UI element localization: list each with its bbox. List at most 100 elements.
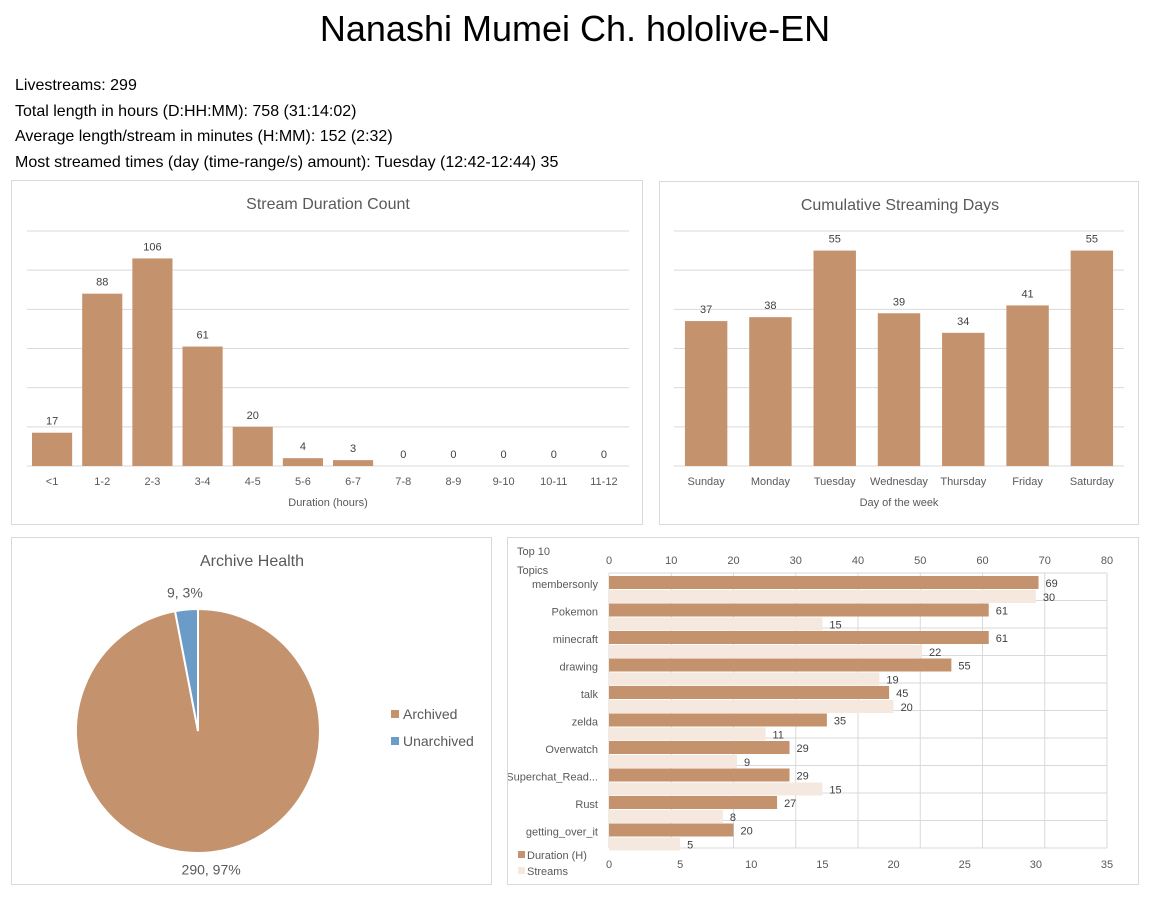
category-label: 4-5 xyxy=(245,476,261,488)
bar xyxy=(942,332,985,466)
bottom-axis-tick: 30 xyxy=(1030,859,1042,871)
top-axis-tick: 80 xyxy=(1101,555,1113,567)
data-label: 61 xyxy=(996,633,1008,645)
data-label: 29 xyxy=(797,743,809,755)
x-axis-title: Day of the week xyxy=(860,497,939,509)
category-label: 3-4 xyxy=(195,476,211,488)
bar xyxy=(684,321,728,466)
bottom-axis-tick: 15 xyxy=(816,859,828,871)
bar-streams xyxy=(609,645,923,658)
category-label: 11-12 xyxy=(590,476,617,488)
bar-streams xyxy=(609,700,894,713)
bar-duration xyxy=(609,768,790,782)
category-label: drawing xyxy=(559,662,598,674)
legend-label: Archived xyxy=(403,706,457,722)
data-label: 15 xyxy=(829,785,841,797)
data-label: 55 xyxy=(1086,234,1098,246)
top-axis-tick: 10 xyxy=(665,555,677,567)
stat-total-length: Total length in hours (D:HH:MM): 758 (31… xyxy=(15,102,357,120)
data-label: 20 xyxy=(247,410,259,422)
bar-duration xyxy=(609,823,734,837)
data-label: 61 xyxy=(996,606,1008,618)
bar xyxy=(1070,250,1114,466)
bottom-axis-tick: 10 xyxy=(745,859,757,871)
slice-label: 9, 3% xyxy=(167,585,203,601)
bar xyxy=(32,432,73,466)
streaming-days-svg: Cumulative Streaming Days 37 Sunday 38 Monda… xyxy=(674,197,1124,509)
bottom-axis-tick: 20 xyxy=(887,859,899,871)
bar-streams xyxy=(609,810,723,823)
data-label: 55 xyxy=(829,234,841,246)
category-label: Pokemon xyxy=(552,607,598,619)
bar xyxy=(333,460,374,466)
legend-swatch xyxy=(518,867,525,874)
data-label: 20 xyxy=(741,826,753,838)
bar-streams xyxy=(609,727,766,741)
pie-slice xyxy=(173,607,199,732)
data-label: 29 xyxy=(797,771,809,783)
category-label: membersonly xyxy=(532,579,599,591)
category-label: minecraft xyxy=(553,634,598,646)
category-label: Tuesday xyxy=(814,476,856,488)
data-label: 4 xyxy=(300,441,306,453)
category-label: Overwatch xyxy=(545,744,598,756)
duration-count-chart: Stream Duration Count 17 <1 88 1-2 106 2-3 61 3-… xyxy=(11,180,643,525)
bar-duration xyxy=(609,796,778,809)
archive-health-svg: Archive Health 290, 97% 9, 3% Archived Unarc… xyxy=(75,553,474,877)
data-label: 38 xyxy=(764,300,776,312)
bar-duration xyxy=(609,741,790,754)
bar-duration xyxy=(609,686,890,699)
category-label: Wednesday xyxy=(870,476,928,488)
data-label: 55 xyxy=(958,661,970,673)
category-label: 6-7 xyxy=(345,476,361,488)
x-axis-title: Duration (hours) xyxy=(288,497,367,509)
stats-block: Livestreams: 299 Total length in hours (… xyxy=(15,73,558,175)
category-label: Superchat_Read... xyxy=(508,772,598,784)
bar-duration xyxy=(609,658,952,672)
category-label: 9-10 xyxy=(493,476,515,488)
category-label: Saturday xyxy=(1070,476,1115,488)
category-label: 8-9 xyxy=(445,476,461,488)
data-label: 34 xyxy=(957,316,969,328)
bar-duration xyxy=(609,631,989,644)
data-label: 0 xyxy=(551,449,557,461)
legend-swatch xyxy=(518,851,525,858)
bar xyxy=(813,250,856,466)
data-label: 5 xyxy=(687,840,693,852)
chart-title: Stream Duration Count xyxy=(246,196,410,213)
bar-duration xyxy=(609,576,1039,589)
bar xyxy=(182,346,223,466)
bar-streams xyxy=(609,837,681,851)
chart-title: Archive Health xyxy=(200,553,304,570)
category-label: Rust xyxy=(575,799,598,811)
data-label: 35 xyxy=(834,716,846,728)
legend-label: Duration (H) xyxy=(527,850,587,862)
data-label: 45 xyxy=(896,688,908,700)
top-axis-tick: 30 xyxy=(790,555,802,567)
bar xyxy=(132,258,173,466)
page-title: Nanashi Mumei Ch. hololive-EN xyxy=(319,8,831,49)
bar-streams xyxy=(609,617,823,631)
archive-health-chart: Archive Health 290, 97% 9, 3% Archived Unarc… xyxy=(11,537,492,885)
category-label: 1-2 xyxy=(94,476,110,488)
bar xyxy=(877,313,921,466)
data-label: 39 xyxy=(893,296,905,308)
top-axis-tick: 70 xyxy=(1039,555,1051,567)
top-axis-tick: 0 xyxy=(606,555,612,567)
legend-label: Unarchived xyxy=(403,733,474,749)
bar xyxy=(232,426,273,466)
category-label: <1 xyxy=(46,476,59,488)
data-label: 11 xyxy=(773,730,784,742)
data-label: 9 xyxy=(744,757,750,769)
legend-label: Streams xyxy=(527,866,568,878)
data-label: 19 xyxy=(886,675,898,687)
top-axis-tick: 60 xyxy=(976,555,988,567)
data-label: 17 xyxy=(46,416,58,428)
category-label: 10-11 xyxy=(540,476,567,488)
category-label: 5-6 xyxy=(295,476,311,488)
category-label: talk xyxy=(581,689,599,701)
bottom-axis-tick: 25 xyxy=(959,859,971,871)
bar-duration xyxy=(609,713,827,727)
data-label: 41 xyxy=(1021,288,1033,300)
chart-title-line2: Topics xyxy=(517,565,549,577)
